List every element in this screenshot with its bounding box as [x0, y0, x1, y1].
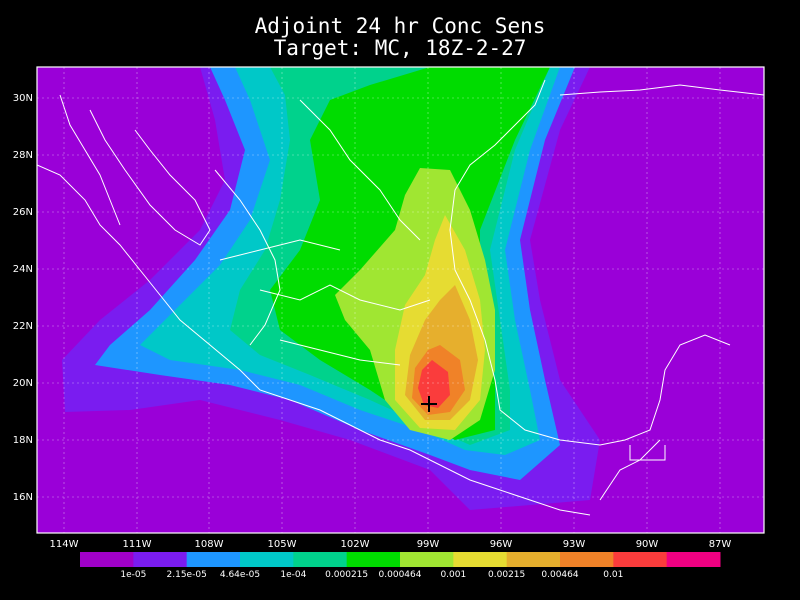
colorbar-label: 4.64e-05	[219, 570, 261, 580]
colorbar	[80, 552, 721, 567]
lon-label-105w: 105W	[268, 539, 297, 550]
cross-icon	[421, 396, 437, 412]
contour-level-10	[418, 360, 450, 408]
colorbar-label: 1e-04	[280, 570, 307, 580]
colorbar-swatch	[186, 552, 241, 567]
lon-label-96w: 96W	[490, 539, 513, 550]
chart-title-line2: Target: MC, 18Z-2-27	[273, 36, 527, 60]
lon-label-93w: 93W	[563, 539, 586, 550]
colorbar-label: 0.000464	[378, 570, 422, 580]
lon-label-111w: 111W	[123, 539, 152, 550]
lon-label-108w: 108W	[195, 539, 224, 550]
sensitivity-field	[37, 67, 764, 533]
colorbar-label: 0.01	[603, 570, 624, 580]
colorbar-swatch	[240, 552, 294, 567]
lat-label-22n: 22N	[13, 321, 33, 332]
lat-label-28n: 28N	[13, 150, 33, 161]
colorbar-label: 1e-05	[120, 570, 147, 580]
lon-label-87w: 87W	[709, 539, 732, 550]
colorbar-swatch	[133, 552, 188, 567]
colorbar-swatch	[560, 552, 614, 567]
lat-label-30n: 30N	[13, 93, 33, 104]
colorbar-swatch	[293, 552, 348, 567]
colorbar-swatch	[400, 552, 454, 567]
lat-label-20n: 20N	[13, 378, 33, 389]
grid-lines	[37, 67, 764, 533]
lat-tick-labels: 30N 28N 26N 24N 22N 20N 18N 16N	[13, 93, 33, 503]
colorbar-swatch	[613, 552, 668, 567]
colorbar-swatch	[80, 552, 134, 567]
chart-title-line1: Adjoint 24 hr Conc Sens	[254, 14, 546, 38]
colorbar-swatch	[346, 552, 401, 567]
map-border	[36, 66, 765, 534]
colorbar-label: 0.001	[440, 570, 467, 580]
colorbar-swatch	[506, 552, 561, 567]
colorbar-label: 2.15e-05	[166, 570, 207, 580]
lon-label-114w: 114W	[50, 539, 79, 550]
lon-label-102w: 102W	[341, 539, 370, 550]
lon-tick-labels: 114W 111W 108W 105W 102W 99W 96W 93W 90W…	[50, 539, 732, 550]
colorbar-label: 0.00215	[488, 570, 526, 580]
colorbar-label: 0.000215	[325, 570, 369, 580]
colorbar-label: 0.00464	[541, 570, 579, 580]
colorbar-swatch	[453, 552, 508, 567]
colorbar-swatch	[666, 552, 721, 567]
lat-label-16n: 16N	[13, 492, 33, 503]
lat-label-26n: 26N	[13, 207, 33, 218]
lon-label-90w: 90W	[636, 539, 659, 550]
lat-label-24n: 24N	[13, 264, 33, 275]
lon-label-99w: 99W	[417, 539, 440, 550]
lat-label-18n: 18N	[13, 435, 33, 446]
